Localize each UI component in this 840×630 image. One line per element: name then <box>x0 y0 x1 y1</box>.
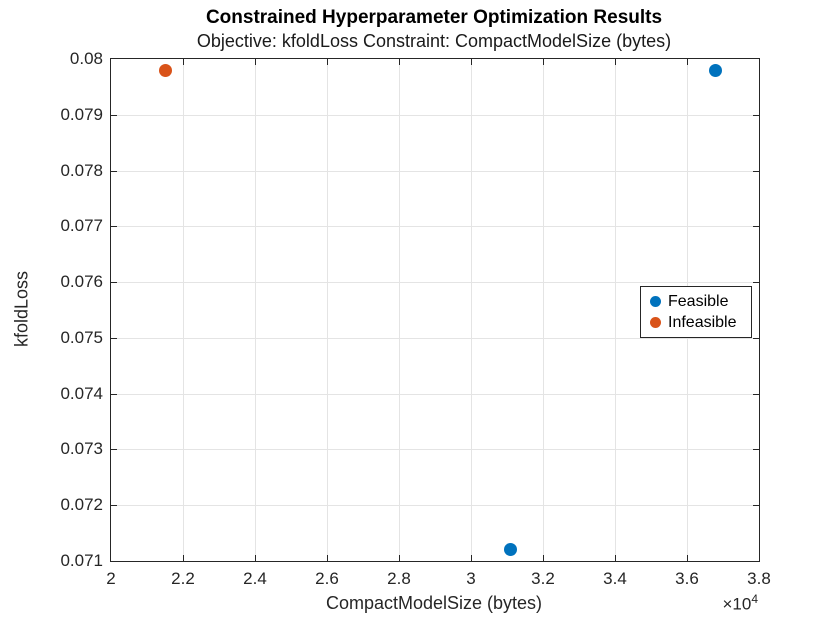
y-tick-label: 0.075 <box>60 327 103 347</box>
legend-marker-icon <box>650 317 661 328</box>
x-tick-label: 2.2 <box>171 569 195 588</box>
x-tick-label: 3 <box>466 569 476 588</box>
y-gridline <box>111 449 759 451</box>
x-tick-mark <box>543 555 544 561</box>
x-tick-mark <box>687 555 688 561</box>
y-tick-label: 0.079 <box>60 104 103 124</box>
x-tick-mark <box>471 555 472 561</box>
x-tick-mark-top <box>687 59 688 65</box>
y-tick-mark-right <box>753 114 759 116</box>
y-tick-mark <box>111 505 117 507</box>
legend-marker-icon <box>650 296 661 307</box>
x-axis-exponent: ×104 <box>688 592 758 615</box>
x-tick-mark <box>327 555 328 561</box>
y-gridline <box>111 337 759 339</box>
y-tick-mark-right <box>753 505 759 507</box>
y-axis-label: kfoldLoss <box>11 270 32 348</box>
x-tick-label: 3.4 <box>603 569 627 588</box>
y-gridline <box>111 114 759 116</box>
x-gridline <box>471 59 472 561</box>
legend-item-infeasible[interactable]: Infeasible <box>641 312 751 333</box>
x-tick-mark-top <box>183 59 184 65</box>
y-gridline <box>111 505 759 507</box>
y-tick-mark-right <box>753 337 759 339</box>
y-tick-mark <box>111 393 117 395</box>
x-exponent-power: 4 <box>751 592 758 606</box>
x-tick-label: 2 <box>106 569 116 588</box>
y-tick-mark <box>111 226 117 228</box>
y-tick-mark-right <box>753 170 759 172</box>
y-tick-mark-right <box>753 393 759 395</box>
chart-title: Constrained Hyperparameter Optimization … <box>205 7 663 28</box>
x-tick-mark <box>615 555 616 561</box>
x-tick-label: 2.4 <box>243 569 267 588</box>
x-tick-mark <box>399 555 400 561</box>
y-tick-label: 0.08 <box>69 49 103 68</box>
x-tick-label: 3.8 <box>747 569 771 588</box>
y-gridline <box>111 393 759 395</box>
y-tick-label: 0.073 <box>60 439 103 459</box>
y-tick-mark-right <box>753 226 759 228</box>
x-gridline <box>399 59 400 561</box>
chart-subtitle: Objective: kfoldLoss Constraint: Compact… <box>196 31 672 51</box>
x-tick-label: 3.2 <box>531 569 555 588</box>
legend-item-label: Feasible <box>668 292 729 310</box>
y-tick-label: 0.077 <box>60 216 103 236</box>
y-tick-mark <box>111 449 117 451</box>
data-point-feasible[interactable] <box>709 63 723 77</box>
y-tick-mark <box>111 114 117 116</box>
y-tick-mark <box>111 337 117 339</box>
y-gridline <box>111 226 759 228</box>
y-tick-label: 0.072 <box>60 495 103 515</box>
x-tick-label: 2.6 <box>315 569 339 588</box>
legend-item-feasible[interactable]: Feasible <box>641 291 751 312</box>
x-tick-mark-top <box>255 59 256 65</box>
x-gridline <box>543 59 544 561</box>
x-tick-mark-top <box>327 59 328 65</box>
x-gridline <box>255 59 256 561</box>
y-gridline <box>111 282 759 284</box>
legend[interactable]: Feasible Infeasible <box>640 286 752 338</box>
data-point-feasible[interactable] <box>504 543 518 557</box>
x-exponent-base: ×10 <box>722 594 752 614</box>
y-tick-mark-right <box>753 449 759 451</box>
data-point-infeasible[interactable] <box>158 63 172 77</box>
y-tick-mark <box>111 282 117 284</box>
x-gridline <box>327 59 328 561</box>
y-tick-label: 0.078 <box>60 160 103 180</box>
y-tick-mark <box>111 170 117 172</box>
x-tick-mark <box>255 555 256 561</box>
x-tick-mark <box>183 555 184 561</box>
y-tick-label: 0.074 <box>60 383 103 403</box>
x-tick-mark-top <box>399 59 400 65</box>
x-gridline <box>615 59 616 561</box>
x-tick-mark-top <box>471 59 472 65</box>
y-tick-label: 0.076 <box>60 272 103 292</box>
y-tick-mark-right <box>753 282 759 284</box>
y-tick-label: 0.071 <box>60 551 103 570</box>
x-tick-mark-top <box>543 59 544 65</box>
x-gridline <box>183 59 184 561</box>
x-axis-label: CompactModelSize (bytes) <box>325 593 543 613</box>
x-tick-label: 3.6 <box>675 569 699 588</box>
x-tick-label: 2.8 <box>387 569 411 588</box>
x-tick-mark-top <box>615 59 616 65</box>
y-gridline <box>111 170 759 172</box>
legend-item-label: Infeasible <box>668 313 737 331</box>
